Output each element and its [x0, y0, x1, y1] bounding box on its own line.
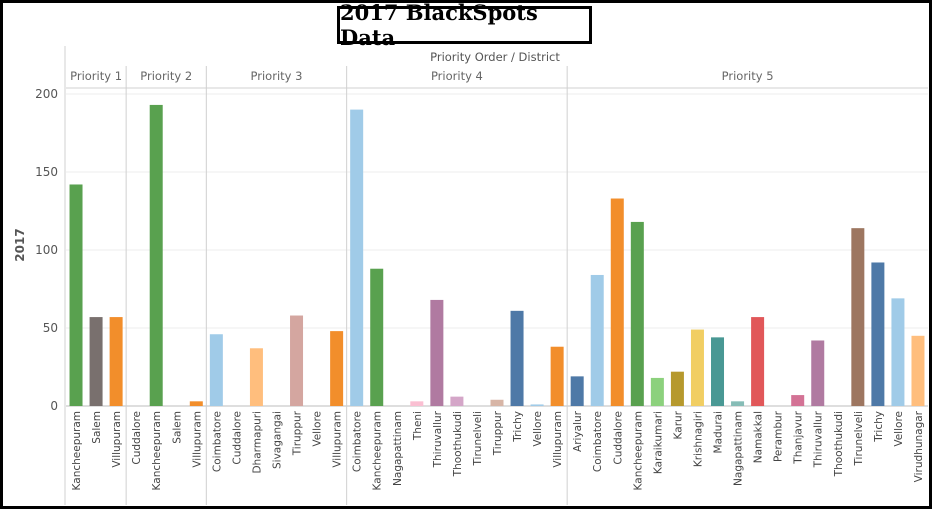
- bar: [690, 329, 704, 406]
- category-label: Karur: [672, 410, 684, 439]
- category-label: Kancheepuram: [151, 411, 163, 490]
- bar: [851, 228, 865, 406]
- category-label: Kancheepuram: [632, 411, 644, 490]
- category-label: Nagapattinam: [392, 411, 404, 486]
- category-label: Theni: [412, 411, 424, 441]
- category-label: Karaikumari: [652, 411, 664, 474]
- bar: [490, 399, 504, 406]
- category-label: Thiruvallur: [813, 410, 825, 468]
- category-label: Villupuram: [332, 411, 344, 468]
- y-tick-label: 200: [35, 87, 58, 101]
- category-label: Tirunelveli: [472, 411, 484, 467]
- bar: [69, 184, 83, 406]
- bar: [791, 395, 805, 406]
- category-label: Trichy: [512, 411, 524, 443]
- y-tick-label: 50: [43, 321, 58, 335]
- category-label: Tiruppur: [292, 410, 304, 456]
- category-label: Cuddalore: [612, 411, 624, 465]
- bar: [109, 317, 123, 406]
- bar: [610, 198, 624, 406]
- category-label: Tiruppur: [492, 410, 504, 456]
- category-label: Madurai: [713, 411, 725, 453]
- category-label: Thanjavur: [793, 410, 805, 464]
- bar: [670, 371, 684, 406]
- bar: [450, 396, 464, 406]
- bar: [410, 401, 424, 406]
- bar: [290, 315, 304, 406]
- category-label: Nagapattinam: [733, 411, 745, 486]
- category-label: Vellore: [893, 411, 905, 447]
- priority-header: Priority 1: [70, 69, 122, 83]
- category-label: Vellore: [532, 411, 544, 447]
- bar: [590, 274, 604, 406]
- category-label: Thoothukudi: [452, 411, 464, 477]
- bar: [570, 376, 584, 406]
- bar: [530, 404, 544, 406]
- priority-header: Priority 3: [251, 69, 303, 83]
- y-tick-label: 0: [50, 399, 58, 413]
- y-tick-label: 100: [35, 243, 58, 257]
- bar: [871, 262, 885, 406]
- category-label: Villupuram: [111, 411, 123, 468]
- bar: [811, 340, 825, 406]
- bar: [650, 377, 664, 406]
- y-axis-title: 2017: [13, 228, 27, 261]
- bar: [149, 104, 163, 407]
- category-label: Cuddalore: [231, 411, 243, 465]
- bar: [711, 337, 725, 406]
- category-label: Trichy: [873, 411, 885, 443]
- priority-header: Priority 5: [722, 69, 774, 83]
- bar: [891, 298, 905, 406]
- category-label: Salem: [91, 411, 103, 444]
- category-label: Tirunelveli: [853, 411, 865, 467]
- bar: [550, 346, 564, 406]
- bar: [249, 348, 263, 406]
- category-label: Krishnagiri: [692, 411, 704, 467]
- category-label: Coimbatore: [592, 411, 604, 472]
- bar: [89, 317, 103, 406]
- category-label: Vellore: [312, 411, 324, 447]
- category-label: Thiruvallur: [432, 410, 444, 468]
- bar: [751, 317, 765, 406]
- bar: [430, 299, 444, 406]
- category-label: Villupuram: [191, 411, 203, 468]
- category-label: Coimbatore: [352, 411, 364, 472]
- bar: [350, 109, 364, 406]
- category-label: Perambur: [773, 410, 785, 462]
- category-label: Kancheepuram: [71, 411, 83, 490]
- category-label: Coimbatore: [211, 411, 223, 472]
- y-tick-label: 150: [35, 165, 58, 179]
- category-label: Kancheepuram: [372, 411, 384, 490]
- category-label: Cuddalore: [131, 411, 143, 465]
- category-label: Namakkal: [753, 411, 765, 463]
- bar: [330, 331, 344, 406]
- category-label: Thoothukudi: [833, 411, 845, 477]
- bar: [630, 221, 644, 406]
- category-label: Sivagangai: [271, 411, 283, 469]
- priority-header: Priority 4: [431, 69, 483, 83]
- category-label: Dharmapuri: [251, 411, 263, 474]
- bar: [911, 335, 925, 406]
- priority-header: Priority 2: [140, 69, 192, 83]
- category-label: Salem: [171, 411, 183, 444]
- category-label: Villupuram: [552, 411, 564, 468]
- bar: [370, 268, 384, 406]
- category-label: Virudhunagar: [913, 410, 925, 482]
- bar: [189, 401, 203, 406]
- bar: [510, 310, 524, 406]
- bar: [209, 334, 223, 406]
- category-label: Ariyalur: [572, 410, 584, 452]
- column-header: Priority Order / District: [430, 50, 560, 64]
- bar: [731, 401, 745, 406]
